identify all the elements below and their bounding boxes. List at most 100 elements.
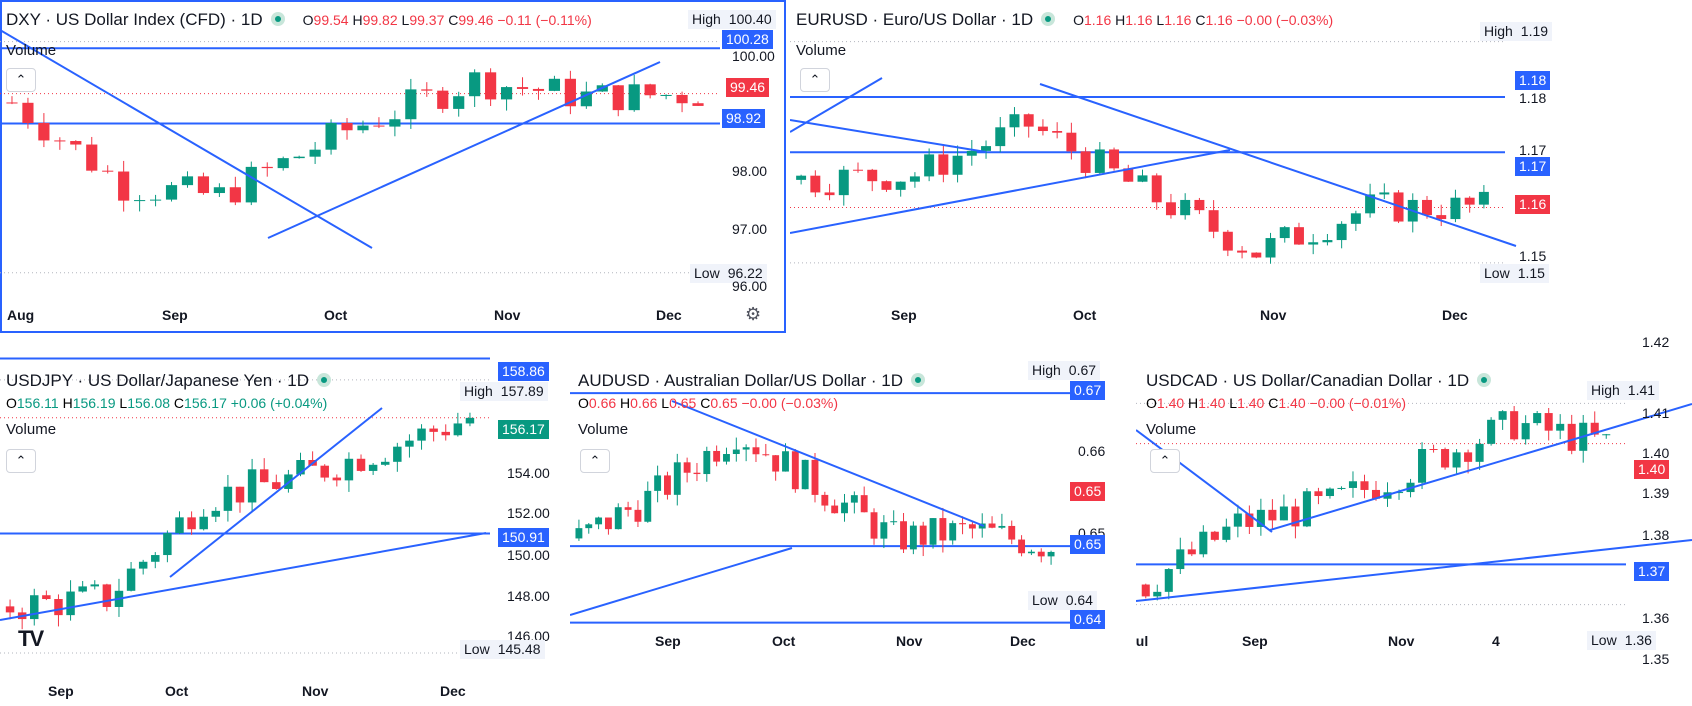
y-tick: 152.00: [507, 505, 550, 521]
chart-panel-usdjpy[interactable]: USDJPY · US Dollar/Japanese Yen · 1D O15…: [0, 337, 568, 706]
chart-header: AUDUSD · Australian Dollar/US Dollar · 1…: [578, 371, 933, 391]
chart-panel-usdcad[interactable]: USDCAD · US Dollar/Canadian Dollar · 1D …: [1136, 337, 1692, 706]
change-value: −0.00 (−0.01%): [1309, 395, 1407, 411]
candle-body: [1521, 423, 1530, 440]
collapse-chevron-icon[interactable]: ⌃: [6, 449, 36, 473]
candle-body: [1109, 149, 1120, 169]
candle-body: [441, 431, 450, 436]
candle-body: [357, 125, 369, 131]
x-tick: Sep: [655, 633, 681, 649]
x-tick: Nov: [302, 683, 329, 699]
symbol-title[interactable]: USDCAD · US Dollar/Canadian Dollar · 1D: [1146, 371, 1470, 390]
candle-body: [1208, 210, 1219, 232]
candle-body: [1418, 449, 1427, 483]
candle-body: [199, 516, 208, 530]
chart-panel-dxy[interactable]: DXY · US Dollar Index (CFD) · 1D O99.54 H…: [0, 0, 786, 333]
chart-panel-eurusd[interactable]: EURUSD · Euro/US Dollar · 1D O1.16 H1.16 …: [790, 0, 1692, 333]
symbol-title[interactable]: EURUSD · Euro/US Dollar · 1D: [796, 10, 1034, 29]
y-tick: 0.66: [1078, 443, 1106, 459]
candle-body: [102, 584, 112, 607]
open-value: 156.11: [16, 395, 59, 411]
price-tag: 0.67: [1070, 381, 1106, 400]
y-tick: 100.00: [732, 48, 775, 64]
candle-body: [575, 528, 583, 539]
candle-body: [1008, 525, 1016, 540]
candle-body: [1360, 481, 1369, 490]
candle-body: [102, 170, 114, 172]
candle-body: [1251, 252, 1262, 258]
candle-body: [1325, 488, 1334, 497]
chart-plot-dxy[interactable]: [0, 0, 786, 333]
candle-body: [356, 458, 366, 471]
candle-body: [1379, 192, 1390, 195]
collapse-chevron-icon[interactable]: ⌃: [6, 68, 36, 92]
chart-plot-eurusd[interactable]: [790, 0, 1692, 333]
low-value: 1.16: [1164, 12, 1192, 28]
chart-panel-audusd[interactable]: AUDUSD · Australian Dollar/US Dollar · 1…: [570, 337, 1134, 706]
volume-label[interactable]: Volume: [6, 42, 57, 59]
candle-body: [1498, 411, 1507, 420]
volume-label[interactable]: Volume: [796, 42, 847, 59]
candle-body: [393, 446, 402, 462]
candle-body: [1094, 149, 1105, 173]
candle-body: [235, 486, 245, 503]
candle-body: [149, 199, 162, 201]
symbol-title[interactable]: DXY · US Dollar Index (CFD) · 1D: [6, 10, 263, 29]
candle-body: [949, 523, 957, 541]
candle-body: [1151, 175, 1162, 203]
trend-line: [671, 400, 985, 527]
market-status-icon: [910, 373, 925, 387]
low-value: 0.65: [669, 395, 697, 411]
volume-label[interactable]: Volume: [6, 421, 57, 438]
chart-header: USDJPY · US Dollar/Japanese Yen · 1D: [6, 371, 339, 391]
period-high-tag: High 1.41: [1587, 381, 1660, 400]
open-value: 1.40: [1156, 395, 1185, 411]
volume-label[interactable]: Volume: [578, 421, 629, 438]
candle-body: [998, 525, 1006, 528]
candle-body: [895, 181, 906, 190]
symbol-title[interactable]: AUDUSD · Australian Dollar/US Dollar · 1…: [578, 371, 903, 390]
trend-line: [570, 547, 793, 616]
chart-plot-audusd[interactable]: [570, 337, 1134, 706]
candle-body: [782, 451, 789, 472]
candle-body: [732, 449, 740, 455]
low-value: 1.40: [1237, 395, 1265, 411]
candle-body: [880, 522, 888, 539]
x-tick: Nov: [1260, 307, 1287, 323]
period-low-tag: Low 1.36: [1587, 631, 1656, 650]
y-tick: 1.42: [1642, 337, 1670, 350]
candle-body: [580, 91, 592, 107]
candle-body: [1176, 549, 1185, 570]
collapse-chevron-icon[interactable]: ⌃: [800, 68, 830, 92]
candle-body: [595, 517, 603, 525]
last-price-tag: 156.17: [498, 420, 549, 439]
candle-body: [42, 595, 51, 600]
candle-body: [126, 568, 136, 591]
chart-plot-usdcad[interactable]: [1136, 337, 1692, 706]
candle-body: [1165, 202, 1176, 216]
symbol-title[interactable]: USDJPY · US Dollar/Japanese Yen · 1D: [6, 371, 310, 390]
candle-body: [624, 507, 632, 510]
candle-body: [676, 94, 688, 104]
candle-body: [223, 486, 233, 511]
open-value: 1.16: [1084, 12, 1112, 28]
candle-body: [1222, 231, 1233, 251]
candle-body: [1291, 506, 1300, 527]
candle-body: [1153, 591, 1162, 597]
candle-body: [118, 171, 130, 201]
low-value: 156.08: [127, 395, 171, 411]
change-value: −0.11 (−0.11%): [497, 12, 592, 28]
chart-plot-usdjpy[interactable]: [0, 337, 568, 706]
collapse-chevron-icon[interactable]: ⌃: [580, 449, 610, 473]
price-tag: 0.64: [1070, 610, 1106, 629]
candle-body: [134, 200, 146, 202]
candle-body: [247, 469, 257, 503]
candle-body: [389, 119, 401, 127]
price-tag: 98.92: [722, 109, 766, 128]
candle-body: [1556, 423, 1565, 431]
tradingview-logo[interactable]: TV: [18, 626, 44, 651]
volume-label[interactable]: Volume: [1146, 421, 1197, 438]
x-tick: Dec: [656, 307, 682, 323]
gear-icon[interactable]: ⚙: [745, 304, 762, 324]
collapse-chevron-icon[interactable]: ⌃: [1150, 449, 1180, 473]
